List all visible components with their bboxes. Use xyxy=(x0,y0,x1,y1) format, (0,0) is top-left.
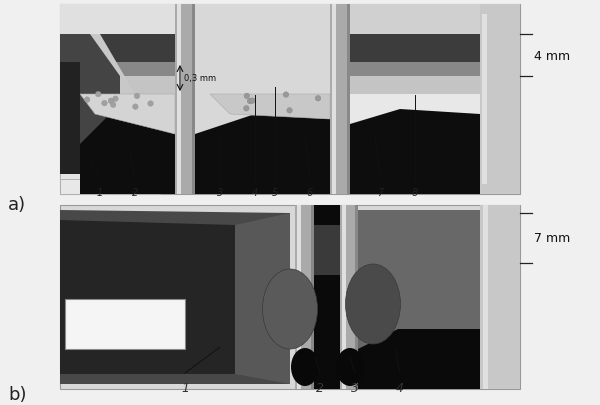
Bar xyxy=(60,205,520,389)
Polygon shape xyxy=(60,211,290,384)
Polygon shape xyxy=(60,35,120,175)
Bar xyxy=(60,63,520,77)
Circle shape xyxy=(283,92,289,98)
Circle shape xyxy=(108,99,113,104)
Text: 6: 6 xyxy=(307,188,313,198)
Polygon shape xyxy=(80,95,175,135)
Bar xyxy=(60,5,520,35)
Bar xyxy=(60,35,520,63)
Bar xyxy=(60,5,520,194)
Bar xyxy=(295,205,314,389)
Polygon shape xyxy=(358,211,480,384)
Text: a): a) xyxy=(8,196,26,213)
Ellipse shape xyxy=(291,348,319,386)
Polygon shape xyxy=(195,115,330,194)
Circle shape xyxy=(110,102,116,108)
Polygon shape xyxy=(60,63,80,175)
Text: 3: 3 xyxy=(217,188,223,198)
Circle shape xyxy=(95,92,101,98)
Bar xyxy=(311,205,314,389)
Circle shape xyxy=(247,99,253,104)
Bar xyxy=(175,5,195,194)
Text: 2: 2 xyxy=(132,188,138,198)
Text: 7: 7 xyxy=(377,188,383,198)
Polygon shape xyxy=(235,213,290,384)
Bar xyxy=(332,5,336,194)
Bar xyxy=(297,205,301,389)
Bar xyxy=(314,205,340,389)
Polygon shape xyxy=(60,35,135,194)
Circle shape xyxy=(85,98,90,103)
Bar xyxy=(347,5,350,194)
Bar xyxy=(340,205,358,389)
Polygon shape xyxy=(60,220,235,374)
Bar xyxy=(195,5,330,194)
Bar xyxy=(355,205,358,389)
Polygon shape xyxy=(350,110,480,194)
Polygon shape xyxy=(210,95,330,120)
Circle shape xyxy=(101,101,107,107)
Bar xyxy=(480,5,520,194)
Bar xyxy=(192,5,195,194)
Circle shape xyxy=(148,101,154,107)
Text: 1: 1 xyxy=(97,188,103,198)
Bar xyxy=(60,77,520,95)
Bar xyxy=(480,205,520,389)
Circle shape xyxy=(244,94,250,100)
Circle shape xyxy=(244,106,249,112)
Bar xyxy=(314,226,340,275)
Bar xyxy=(330,5,350,194)
Polygon shape xyxy=(60,5,240,35)
Text: 5: 5 xyxy=(272,188,278,198)
Circle shape xyxy=(287,108,292,114)
Text: 4: 4 xyxy=(396,381,404,394)
Bar xyxy=(60,179,160,194)
Text: 1: 1 xyxy=(181,381,189,394)
Text: 2: 2 xyxy=(316,381,324,394)
Text: 8: 8 xyxy=(412,188,418,198)
Circle shape xyxy=(113,97,118,102)
Text: 4: 4 xyxy=(252,188,258,198)
Polygon shape xyxy=(358,329,480,389)
Text: 0,3 mm: 0,3 mm xyxy=(184,74,216,83)
Bar xyxy=(483,205,488,389)
Circle shape xyxy=(315,96,321,102)
Bar xyxy=(65,299,185,349)
Circle shape xyxy=(133,104,138,110)
Ellipse shape xyxy=(263,269,317,349)
Text: 7 mm: 7 mm xyxy=(534,232,570,245)
Polygon shape xyxy=(80,115,175,194)
Bar xyxy=(60,157,115,194)
Ellipse shape xyxy=(336,348,364,386)
Circle shape xyxy=(250,98,256,104)
Bar xyxy=(177,5,181,194)
Text: b): b) xyxy=(8,385,26,403)
Bar xyxy=(482,15,487,185)
Circle shape xyxy=(134,94,140,100)
Text: 3: 3 xyxy=(351,381,359,394)
Text: 4 mm: 4 mm xyxy=(534,49,570,62)
Bar xyxy=(342,205,346,389)
Ellipse shape xyxy=(346,264,401,344)
